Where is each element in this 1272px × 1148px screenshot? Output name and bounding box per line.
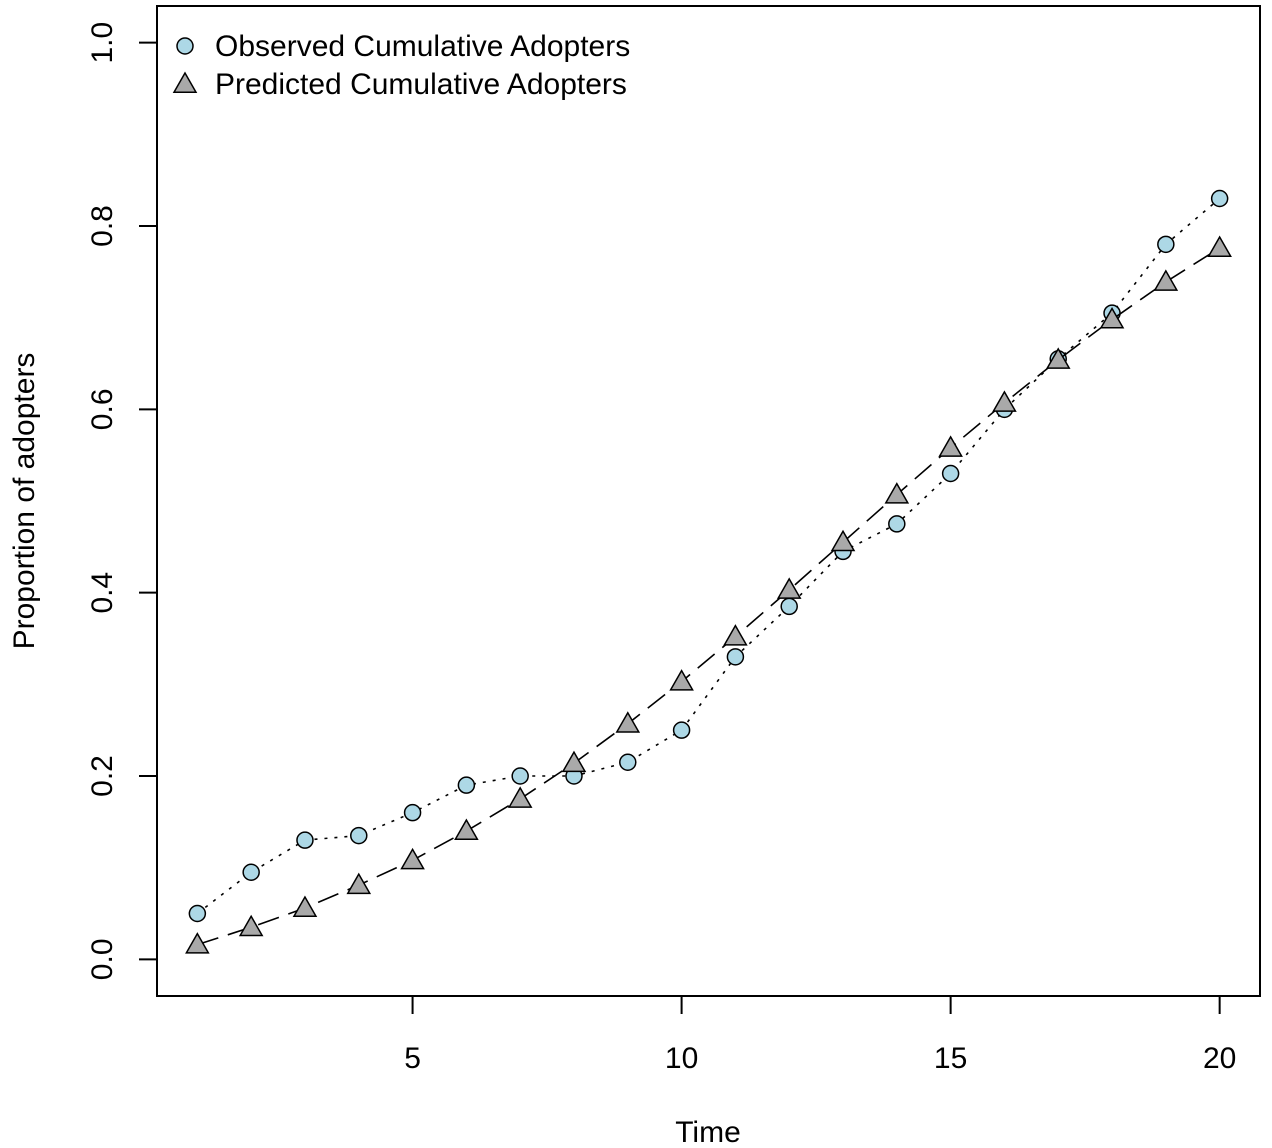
x-tick-label: 5 [404, 1042, 421, 1075]
predicted-point [615, 711, 641, 733]
observed-point [511, 767, 529, 785]
legend-label: Observed Cumulative Adopters [215, 30, 630, 63]
predicted-point [1153, 269, 1179, 291]
observed-point [941, 464, 960, 483]
series-layer [185, 189, 1232, 954]
legend-item: Predicted Cumulative Adopters [172, 68, 627, 101]
predicted-point [1099, 306, 1125, 329]
predicted-point [776, 577, 802, 599]
predicted-point [1045, 347, 1071, 369]
observed-point [457, 776, 476, 794]
predicted-point [454, 818, 479, 840]
x-tick-label: 20 [1203, 1042, 1236, 1075]
predicted-point [1207, 235, 1232, 257]
x-axis-label: Time [675, 1116, 741, 1148]
y-tick-label: 0.6 [86, 388, 119, 430]
series-predicted [185, 235, 1232, 954]
predicted-point [669, 669, 694, 691]
predicted-point [561, 750, 587, 773]
observed-point [619, 753, 637, 771]
y-tick-label: 0.0 [86, 938, 119, 980]
observed-point [403, 803, 422, 822]
legend-marker [172, 71, 198, 93]
predicted-point [938, 435, 963, 457]
predicted-point [884, 482, 910, 504]
plot-frame [156, 5, 1261, 997]
observed-point [780, 597, 798, 616]
observed-point [350, 826, 368, 845]
series-line [197, 247, 1221, 946]
predicted-point [346, 872, 372, 895]
x-axis: 5 10 15 20 [404, 995, 1236, 1075]
legend: Observed Cumulative Adopters Predicted Cu… [172, 30, 630, 101]
predicted-point [185, 932, 210, 954]
legend-marker [176, 37, 194, 55]
legend-label: Predicted Cumulative Adopters [215, 68, 627, 101]
predicted-point [723, 624, 748, 646]
x-tick-label: 10 [665, 1042, 698, 1075]
series-line [196, 197, 1221, 915]
observed-point [726, 648, 745, 666]
observed-point [296, 831, 314, 849]
y-tick-label: 1.0 [86, 22, 119, 64]
predicted-point [400, 847, 425, 870]
y-tick-label: 0.8 [86, 205, 119, 247]
observed-point [242, 863, 260, 881]
y-tick-label: 0.4 [86, 572, 119, 614]
observed-point [188, 904, 207, 923]
predicted-point [830, 529, 856, 552]
legend-item: Observed Cumulative Adopters [176, 30, 630, 63]
x-tick-label: 15 [934, 1042, 967, 1075]
predicted-point [992, 390, 1017, 412]
predicted-point [292, 895, 318, 917]
predicted-point [507, 786, 533, 808]
observed-point [1157, 235, 1175, 254]
observed-point [888, 515, 906, 533]
observed-point [1210, 189, 1229, 208]
predicted-point [238, 914, 264, 937]
y-axis: 0.0 0.2 0.4 0.6 0.8 1.0 [86, 22, 158, 980]
series-observed [188, 189, 1229, 923]
observed-point [672, 721, 691, 739]
y-axis-label: Proportion of adopters [8, 353, 41, 650]
y-tick-label: 0.2 [86, 755, 119, 797]
